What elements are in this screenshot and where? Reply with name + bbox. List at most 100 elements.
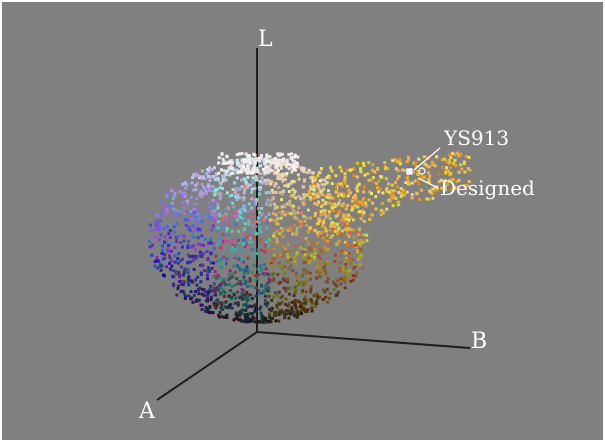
color-point xyxy=(258,187,262,191)
color-point xyxy=(310,306,314,310)
color-point xyxy=(391,204,395,208)
color-point xyxy=(229,289,232,292)
color-point xyxy=(228,276,232,280)
color-point xyxy=(153,260,157,264)
color-point xyxy=(329,242,333,246)
color-point xyxy=(171,201,174,205)
color-point xyxy=(303,282,307,286)
color-point xyxy=(281,244,285,248)
color-point xyxy=(381,191,385,195)
color-point xyxy=(186,243,190,247)
color-point xyxy=(187,278,191,282)
color-point xyxy=(309,253,313,257)
color-point xyxy=(326,300,330,304)
color-point xyxy=(183,297,187,300)
color-point xyxy=(352,174,356,178)
color-point xyxy=(407,182,411,186)
color-point xyxy=(343,178,347,182)
color-point xyxy=(440,186,444,190)
color-point xyxy=(165,194,169,198)
color-point xyxy=(460,167,464,171)
color-point xyxy=(266,289,270,293)
color-point xyxy=(247,169,251,173)
color-point xyxy=(165,208,169,212)
color-point xyxy=(165,265,169,269)
color-point xyxy=(182,234,186,238)
color-point xyxy=(224,207,228,211)
color-point xyxy=(346,168,349,172)
color-point xyxy=(435,155,438,158)
color-point xyxy=(293,256,297,259)
color-point xyxy=(224,212,228,216)
color-point xyxy=(317,210,321,213)
color-point xyxy=(235,255,239,259)
color-point xyxy=(279,280,283,284)
color-point xyxy=(292,204,296,208)
color-point xyxy=(247,293,250,297)
color-point xyxy=(213,304,217,307)
color-point xyxy=(255,157,259,161)
color-point xyxy=(171,274,175,278)
color-point xyxy=(209,168,213,172)
color-point xyxy=(238,280,242,284)
color-point xyxy=(176,287,180,291)
color-point xyxy=(344,257,348,261)
color-point xyxy=(223,291,227,295)
color-point xyxy=(373,170,377,174)
color-point xyxy=(333,260,337,263)
color-point xyxy=(344,263,348,266)
color-point xyxy=(221,186,224,190)
color-point xyxy=(225,214,229,218)
color-point xyxy=(267,159,271,163)
color-point xyxy=(332,227,336,231)
color-point xyxy=(348,168,352,172)
color-point xyxy=(272,169,276,173)
color-point xyxy=(216,206,220,210)
color-point xyxy=(206,273,209,277)
color-point xyxy=(257,158,261,162)
color-point xyxy=(338,199,342,202)
color-point xyxy=(212,218,216,222)
color-point xyxy=(173,260,177,264)
color-point xyxy=(228,194,232,198)
color-point xyxy=(283,211,287,215)
color-point xyxy=(237,258,241,261)
color-point xyxy=(343,280,347,284)
color-point xyxy=(334,190,338,194)
color-point xyxy=(206,270,210,274)
color-point xyxy=(196,299,200,303)
color-point xyxy=(240,170,243,174)
color-point xyxy=(211,213,214,217)
color-point xyxy=(180,245,184,249)
color-point xyxy=(295,251,299,255)
color-point xyxy=(247,209,251,213)
color-point xyxy=(414,161,418,165)
color-point xyxy=(158,263,162,267)
color-point xyxy=(270,180,274,184)
color-point xyxy=(234,296,238,300)
color-point xyxy=(303,219,307,223)
color-point xyxy=(208,188,212,192)
color-point xyxy=(209,204,213,208)
color-point xyxy=(339,232,343,236)
color-point xyxy=(286,260,289,264)
color-point xyxy=(228,304,232,307)
color-point xyxy=(258,211,262,215)
color-point xyxy=(234,187,238,191)
color-point xyxy=(238,152,241,156)
color-point xyxy=(258,256,262,260)
color-point xyxy=(194,278,198,282)
color-point xyxy=(330,202,334,206)
color-point xyxy=(281,179,285,183)
color-point xyxy=(267,277,271,281)
color-point xyxy=(351,278,355,282)
color-point xyxy=(189,195,193,199)
color-point xyxy=(396,200,400,204)
color-point xyxy=(280,152,284,156)
color-point xyxy=(227,207,230,210)
color-point xyxy=(345,184,349,188)
color-point xyxy=(202,288,206,291)
color-point xyxy=(157,224,161,228)
color-point xyxy=(198,193,202,197)
color-point xyxy=(317,273,321,277)
